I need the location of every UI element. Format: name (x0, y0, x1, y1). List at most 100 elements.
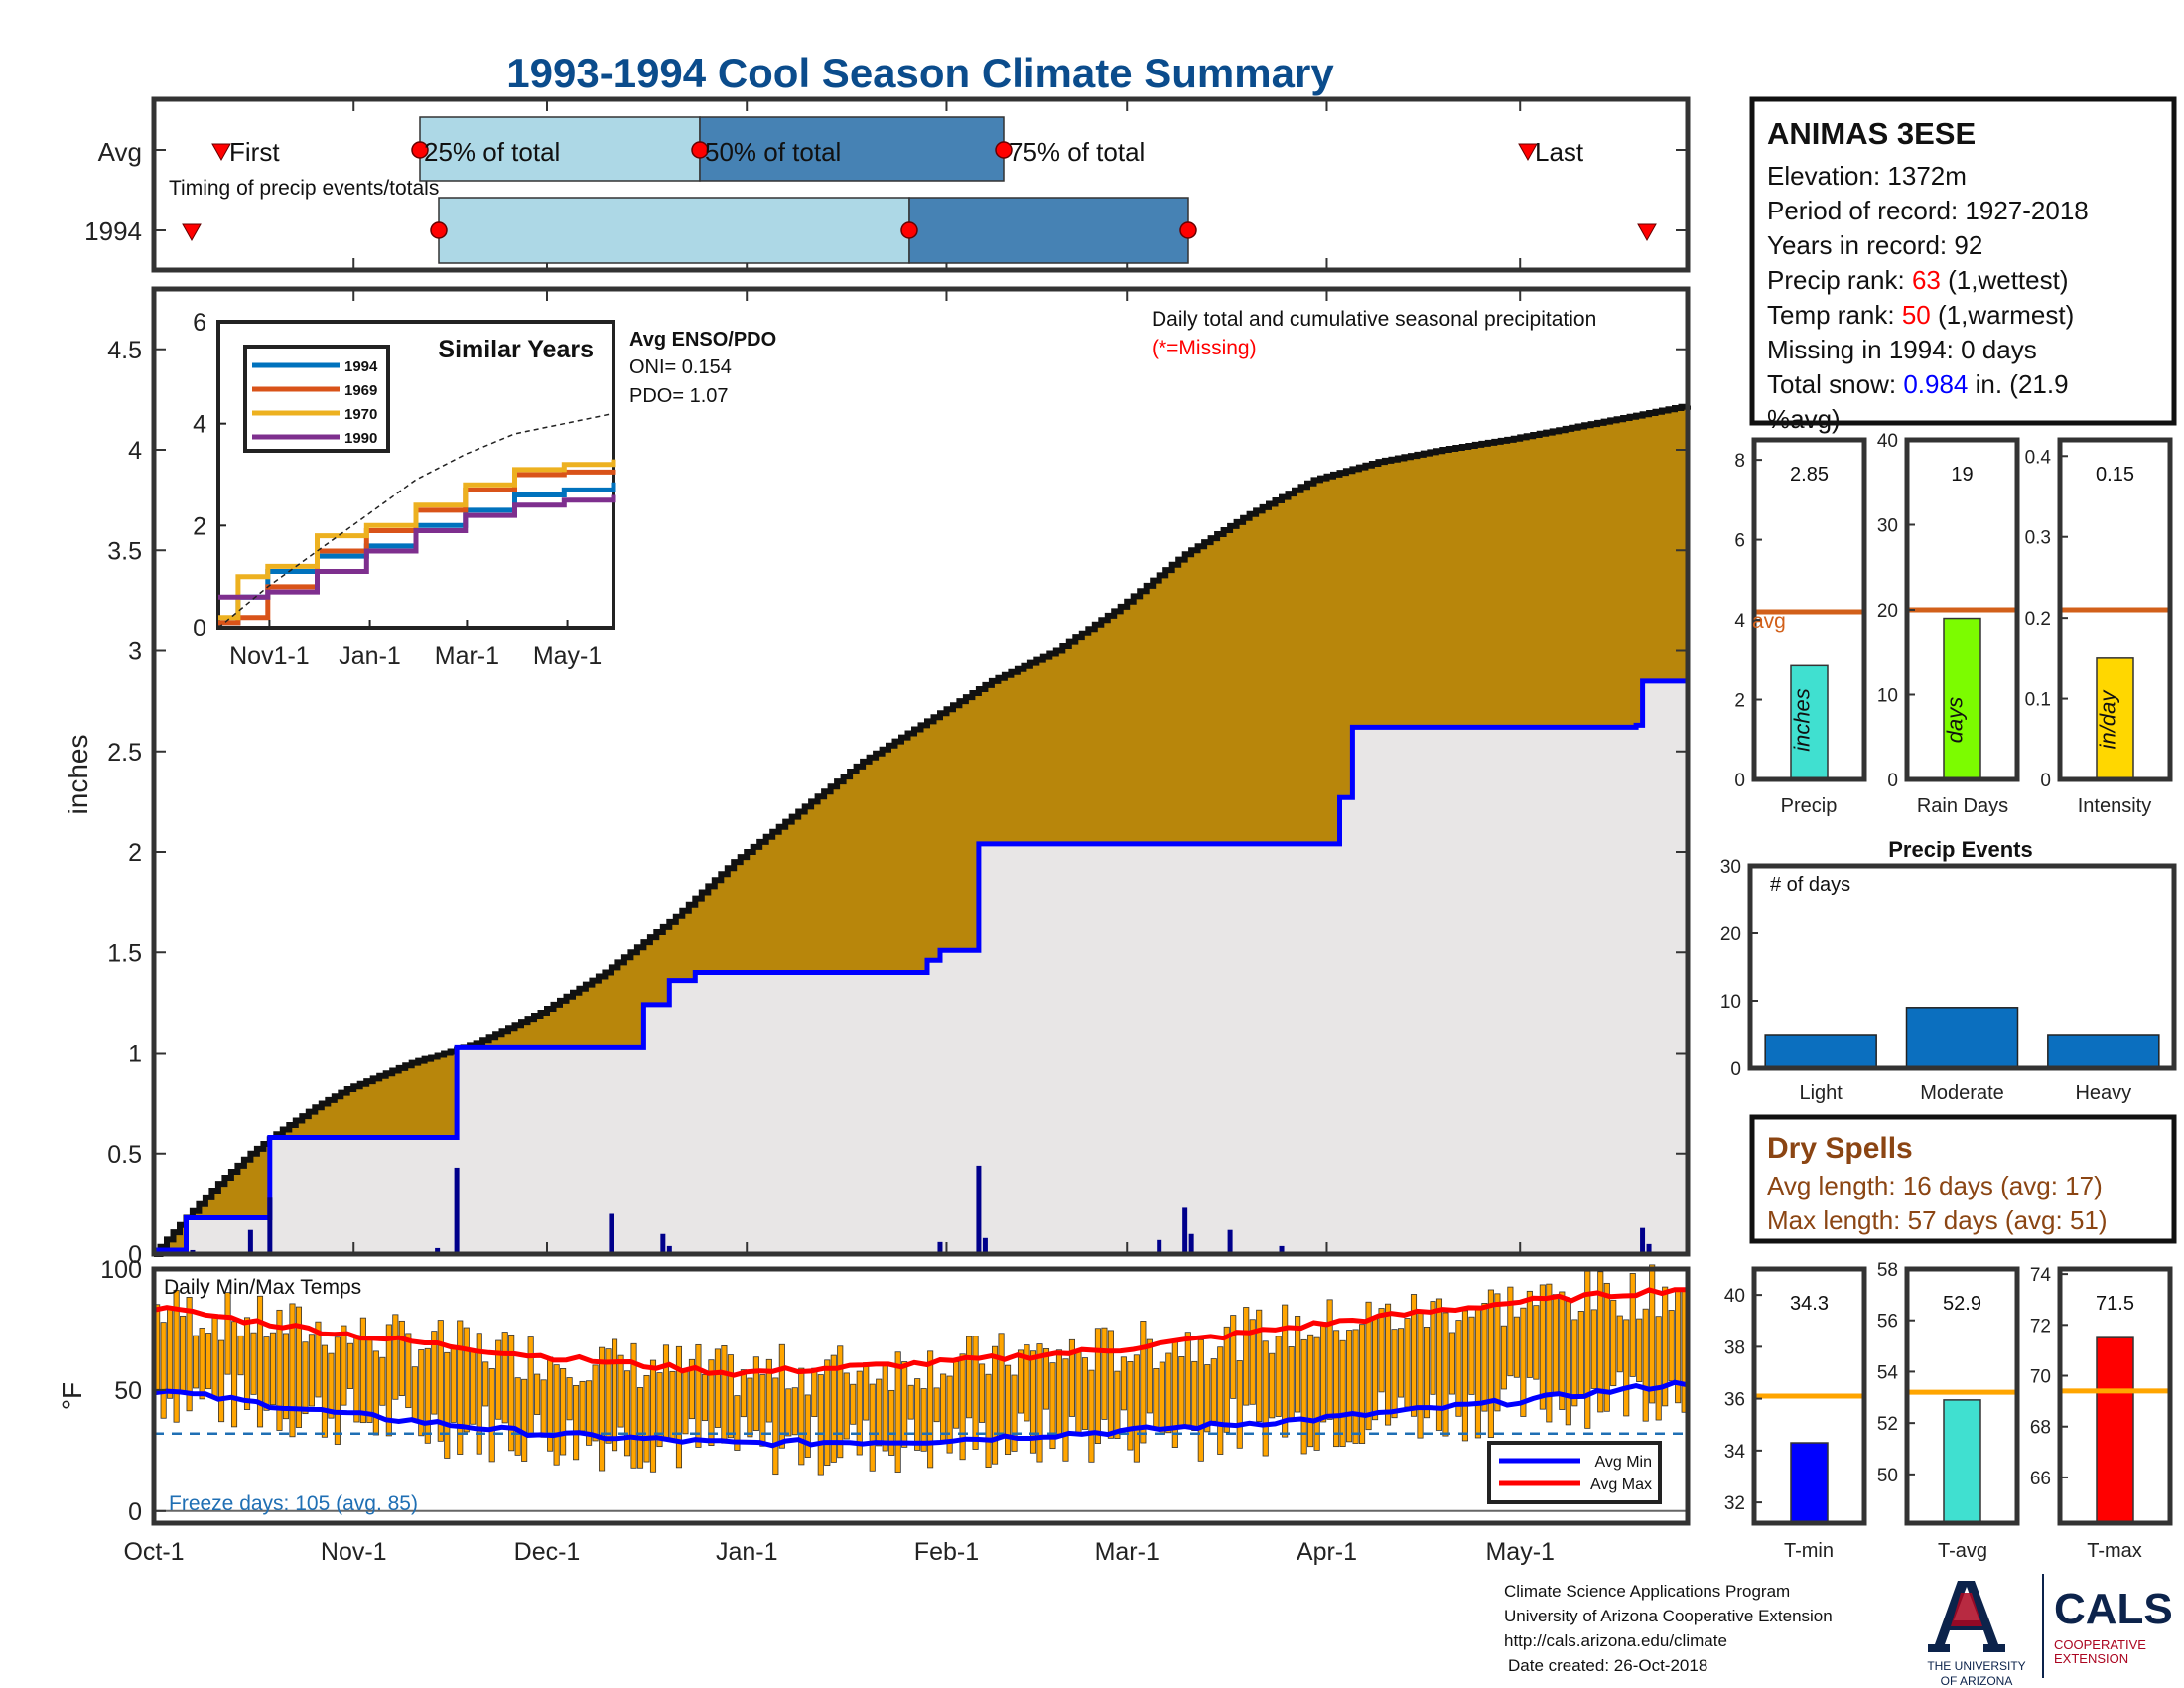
daily-temp-bar (534, 1373, 541, 1415)
precip-unit-label: inches (1790, 688, 1815, 752)
main-precip-panel: 0 0.5 1 1.5 2 2.5 3 3.5 4 4.5 inches Daily total … (63, 286, 1691, 1566)
daily-temp-bar (1571, 1319, 1578, 1407)
inset-xtick-label: Jan-1 (339, 642, 401, 670)
cals-logo: CALS (2054, 1585, 2173, 1633)
tmin-panel: 34.3 32 34 36 38 40 T-min (1724, 1266, 1867, 1562)
daily-temp-bar (1262, 1340, 1269, 1457)
inset-xtick-label: May-1 (533, 642, 602, 670)
daily-temp-bar (1127, 1360, 1134, 1451)
daily-temp-bar (1107, 1330, 1114, 1439)
daily-precip-bar (1646, 1243, 1652, 1254)
daily-temp-bar (1359, 1324, 1366, 1444)
daily-temp-bar (1120, 1356, 1127, 1411)
daily-temp-bar (470, 1348, 477, 1425)
daily-temp-bar (1610, 1299, 1617, 1387)
inset-series (217, 412, 616, 629)
daily-temp-bar (256, 1295, 264, 1428)
daily-temp-bar (1494, 1293, 1501, 1412)
daily-temp-bar (656, 1372, 663, 1448)
daily-temp-bar (1269, 1352, 1276, 1419)
tmin-value-label: 34.3 (1790, 1293, 1829, 1315)
daily-temp-bar (218, 1339, 225, 1423)
daily-temp-bar (321, 1344, 328, 1438)
daily-temp-bar (695, 1343, 702, 1448)
avg-band-25-50 (419, 116, 701, 182)
ua-text-1: THE UNIVERSITY (1927, 1659, 2025, 1673)
tmax-ytick-label: 72 (2030, 1316, 2051, 1336)
inset-ytick-label: 2 (193, 512, 206, 540)
daily-temp-bar (914, 1378, 921, 1451)
main-ytick-label: 3 (128, 638, 142, 666)
footer: Climate Science Applications Program Uni… (1504, 1574, 2173, 1688)
daily-temp-bar (282, 1333, 290, 1420)
daily-temp-bar (199, 1328, 205, 1400)
month-tick-label: Nov-1 (321, 1538, 387, 1566)
avg-25-marker (411, 141, 429, 159)
timing-panel: Avg 1994 Timing of precip events/totals … (84, 96, 1691, 273)
daily-temp-bar (237, 1335, 244, 1376)
tavg-ytick-label: 52 (1877, 1414, 1898, 1435)
daily-temp-bar (1520, 1307, 1527, 1417)
daily-temp-bar (1062, 1358, 1069, 1462)
daily-temp-bar (1094, 1328, 1101, 1444)
station-missing: Missing in 1994: 0 days (1767, 335, 2037, 364)
station-snow: Total snow: 0.984 in. (21.9 (1767, 369, 2069, 399)
daily-temp-bar (894, 1351, 901, 1473)
daily-temp-bar (295, 1306, 303, 1428)
main-ytick-label: 3.5 (107, 537, 142, 565)
avg-75-marker (995, 141, 1013, 159)
daily-temp-bar (457, 1320, 464, 1455)
daily-temp-bar (1029, 1350, 1037, 1454)
daily-temp-bar (927, 1350, 934, 1469)
daily-temp-bar (765, 1358, 772, 1423)
daily-temp-bar (1197, 1338, 1204, 1462)
daily-temp-bar (1430, 1301, 1436, 1395)
events-ytick-label: 20 (1720, 924, 1741, 945)
station-period: Period of record: 1927-2018 (1767, 196, 2089, 225)
daily-temp-bar (1435, 1298, 1443, 1431)
daily-temp-bar (450, 1348, 457, 1423)
temp-rank-value: 50 (1902, 300, 1931, 330)
main-plot-frame (151, 286, 1691, 1257)
daily-temp-bar (463, 1327, 470, 1433)
daily-temp-bar (476, 1333, 482, 1455)
daily-temp-bar (1036, 1343, 1043, 1463)
month-tick-label: Mar-1 (1095, 1538, 1160, 1566)
daily-temp-bar (224, 1292, 231, 1375)
daily-temp-bar (1295, 1315, 1301, 1413)
daily-temp-bar (1642, 1308, 1649, 1422)
tavg-ytick-label: 58 (1877, 1260, 1898, 1281)
daily-temp-bar (1024, 1344, 1030, 1422)
daily-temp-bar (940, 1373, 947, 1442)
tmin-ytick-label: 34 (1724, 1442, 1746, 1463)
precip-ytick-label: 0 (1734, 771, 1745, 791)
tavg-panel: 52.9 50 52 54 56 58 T-avg (1877, 1260, 2020, 1562)
daily-temp-bar (1372, 1317, 1379, 1421)
daily-temp-bar (1474, 1306, 1481, 1439)
daily-temp-bar (276, 1309, 283, 1431)
ua-a-inner (1951, 1593, 1982, 1626)
daily-temp-bar (734, 1395, 741, 1451)
daily-temp-bar (1577, 1311, 1584, 1397)
avg-50-label: 50% of total (705, 137, 841, 167)
daily-temp-bar (1243, 1307, 1250, 1406)
precip-rank-note: (1,wettest) (1948, 265, 2068, 295)
daily-temp-bar (1210, 1358, 1217, 1422)
inset-legend-label: 1994 (344, 358, 378, 375)
daily-precip-bar (609, 1213, 614, 1254)
footer-line4: Date created: 26-Oct-2018 (1508, 1656, 1707, 1675)
snow-value: 0.984 (1903, 369, 1968, 399)
inset-title: Similar Years (438, 336, 594, 363)
daily-temp-bar (1088, 1369, 1095, 1463)
temp-rank-note: (1,warmest) (1938, 300, 2074, 330)
intensity-frame (2057, 437, 2173, 782)
month-tick-label: Dec-1 (514, 1538, 581, 1566)
daily-temp-bar (959, 1353, 966, 1461)
precip-rank-label: Precip rank: (1767, 265, 1905, 295)
events-bars: Light Moderate Heavy 0 10 20 30 (1720, 857, 2174, 1104)
avg-last-label: Last (1535, 137, 1584, 167)
daily-temp-bar (1597, 1271, 1604, 1413)
precip-frame (1751, 437, 1867, 782)
avg-50-marker (691, 141, 709, 159)
daily-temp-bar (437, 1320, 444, 1442)
